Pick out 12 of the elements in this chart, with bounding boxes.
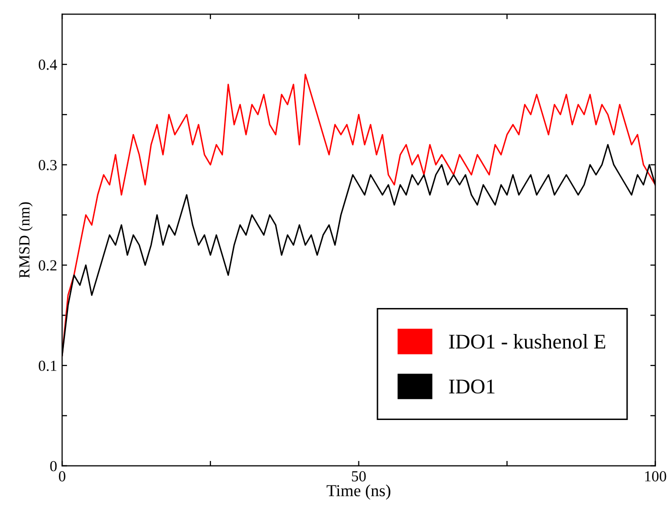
x-tick-label: 50 [352, 471, 366, 482]
x-tick-label: 0 [58, 471, 66, 482]
x-axis-title: Time (ns) [326, 484, 390, 500]
y-tick-label: 0.4 [38, 60, 58, 70]
x-tick-label: 100 [645, 471, 666, 482]
y-tick-label: 0 [50, 460, 57, 472]
y-tick-label: 0.1 [38, 360, 56, 371]
y-axis-title: RMSD (nm) [18, 202, 33, 278]
legend-label: IDO1 [449, 380, 494, 394]
y-tick-label: 0.2 [38, 260, 56, 271]
legend-label: IDO1 - kushenol E [449, 334, 606, 349]
y-tick-label: 0.3 [38, 160, 57, 170]
